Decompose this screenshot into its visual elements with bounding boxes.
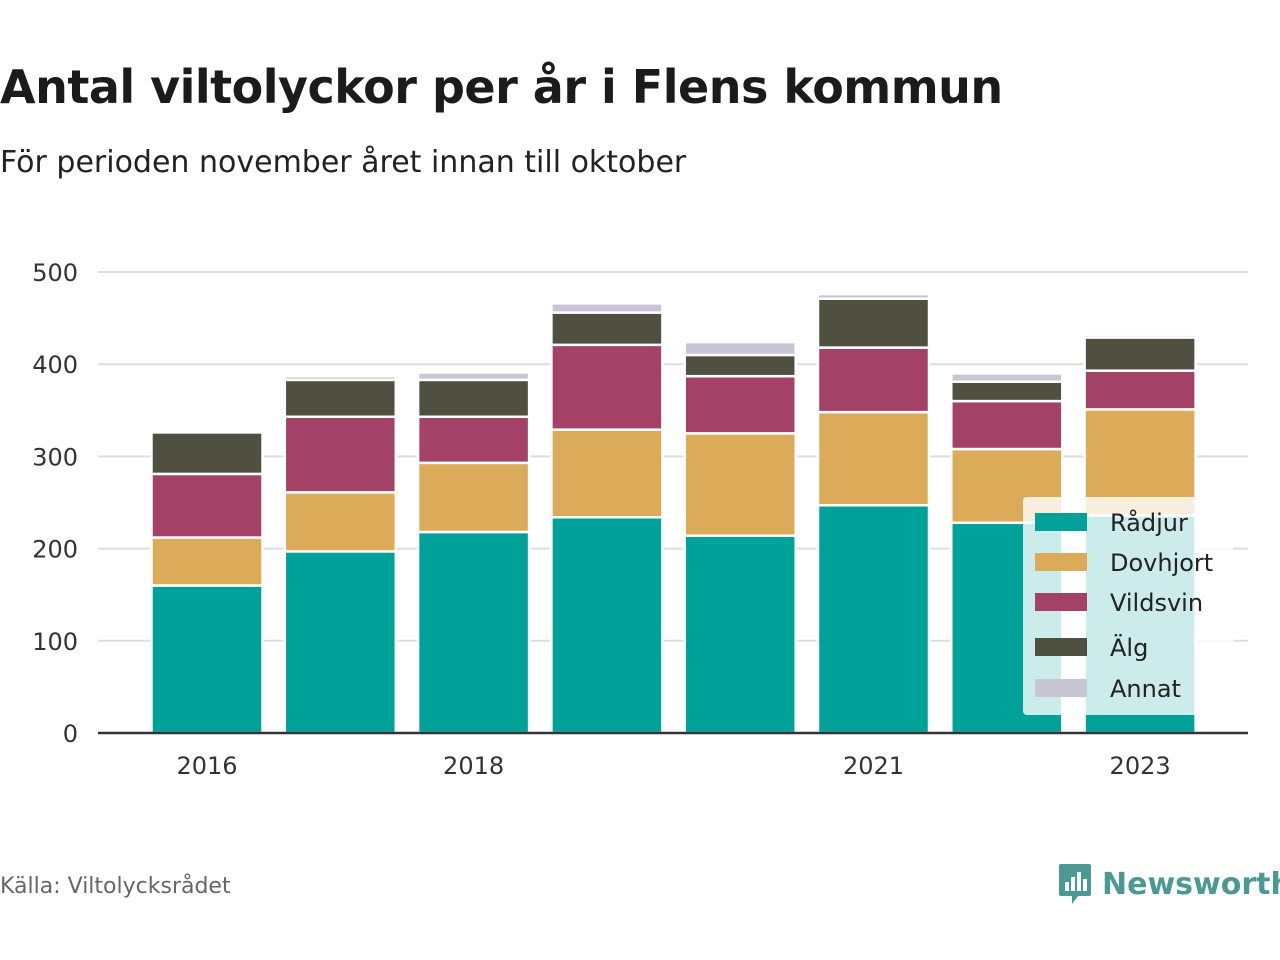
chart-subtitle: För perioden november året innan till ok…: [0, 145, 687, 180]
legend-label: Älg: [1110, 633, 1148, 662]
y-tick-label: 500: [32, 259, 78, 287]
legend-swatch: [1035, 553, 1087, 571]
x-tick-label: 2021: [843, 752, 904, 780]
bar-segment: [416, 461, 531, 534]
bar-segment: [416, 371, 531, 382]
chart-title: Antal viltolyckor per år i Flens kommun: [0, 60, 1003, 114]
bar-segment: [950, 380, 1064, 403]
bar-segment: [550, 343, 664, 431]
y-tick-label: 200: [32, 536, 78, 564]
bar-segment: [683, 432, 797, 537]
legend-label: Annat: [1110, 675, 1181, 703]
y-tick-label: 400: [32, 351, 78, 379]
legend-box: [1023, 497, 1233, 715]
bar-segment: [816, 504, 931, 735]
bar-segment: [1083, 333, 1197, 339]
legend-label: Vildsvin: [1110, 589, 1203, 617]
bar-segment: [816, 297, 931, 349]
bar-segment: [416, 378, 531, 419]
x-tick-label: 2018: [443, 752, 504, 780]
bar-segment: [950, 372, 1064, 383]
bar-segment: [283, 415, 398, 494]
bar-segment: [416, 415, 531, 465]
bar-segment: [550, 302, 664, 314]
bar-segment: [283, 550, 398, 735]
legend-swatch: [1035, 513, 1087, 531]
bar-segment: [683, 340, 797, 357]
bar-chart-speech-bubble-icon: [1059, 864, 1091, 904]
x-tick-label: 2016: [176, 752, 237, 780]
y-tick-label: 300: [32, 443, 78, 471]
bar-segment: [283, 491, 398, 553]
bar-segment: [550, 428, 664, 519]
bar-segment: [816, 410, 931, 507]
bar-segment: [150, 584, 264, 735]
bar-segment: [550, 516, 664, 735]
bar-segment: [150, 431, 264, 476]
bar-segment: [416, 530, 531, 735]
source-note: Källa: Viltolycksrådet: [0, 874, 231, 899]
legend-swatch: [1035, 638, 1087, 656]
bar-segment: [1083, 336, 1197, 372]
legend-swatch: [1035, 679, 1087, 697]
bar-segment: [150, 472, 264, 539]
brand-logo: Newsworthy: [1058, 862, 1280, 906]
brand-name: Newsworthy: [1102, 866, 1280, 902]
y-tick-label: 100: [32, 628, 78, 656]
bar-segment: [283, 374, 398, 382]
x-tick-label: 2023: [1110, 752, 1171, 780]
bar-segment: [683, 353, 797, 378]
bar-segment: [816, 346, 931, 414]
bar-segment: [816, 292, 931, 300]
bar-segment: [283, 378, 398, 419]
y-tick-label: 0: [63, 720, 78, 748]
bar-segment: [683, 534, 797, 735]
legend-label: Dovhjort: [1110, 549, 1213, 577]
legend-label: Rådjur: [1110, 508, 1188, 537]
bar-segment: [950, 399, 1064, 451]
bar-segment: [550, 311, 664, 347]
bar-segment: [1083, 369, 1197, 411]
bar-segment: [683, 374, 797, 435]
legend-swatch: [1035, 593, 1087, 611]
bar-segment: [150, 536, 264, 587]
